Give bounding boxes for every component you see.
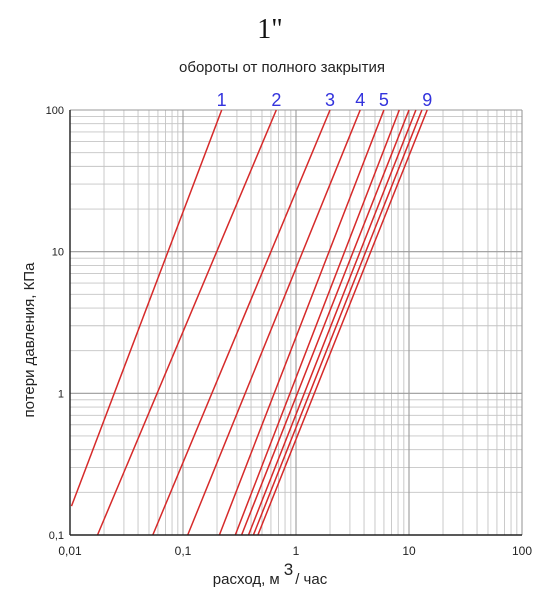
curve-label-1: 1 [217, 90, 227, 110]
x-axis-label-tail: / час [295, 571, 327, 588]
series-line-2 [96, 109, 277, 536]
x-axis-label: расход, м3/ час [213, 560, 328, 588]
x-tick-label: 1 [293, 544, 300, 558]
series-line-6 [234, 109, 400, 536]
series-line-8 [247, 109, 417, 536]
series-line-5 [218, 109, 385, 536]
series-line-1 [70, 109, 223, 507]
series-line-9 [252, 109, 423, 536]
chart-subtitle: обороты от полного закрытия [179, 59, 385, 76]
y-axis-label: потери давления, КПа [21, 262, 38, 418]
curve-label-9: 9 [422, 90, 432, 110]
series-line-3 [152, 109, 331, 536]
x-tick-label: 0,01 [58, 544, 82, 558]
series-line-4 [187, 109, 361, 536]
y-tick-label: 0,1 [49, 530, 64, 542]
series-line-10 [257, 109, 428, 536]
curve-label-4: 4 [355, 90, 365, 110]
curve-label-3: 3 [325, 90, 335, 110]
chart-title: 1" [257, 14, 282, 45]
y-tick-label: 1 [58, 388, 64, 400]
x-tick-label: 10 [402, 544, 416, 558]
x-tick-label: 100 [512, 544, 532, 558]
x-axis-label-main: расход, м [213, 571, 280, 588]
curve-label-2: 2 [271, 90, 281, 110]
curve-lines [70, 109, 428, 536]
series-line-7 [240, 109, 410, 536]
y-tick-label: 10 [52, 247, 64, 259]
x-tick-labels: 0,01 0,1 1 10 100 [58, 544, 532, 558]
y-tick-labels: 0,1 1 10 100 [46, 105, 64, 542]
curve-label-5: 5 [379, 90, 389, 110]
x-axis-label-superscript: 3 [284, 560, 293, 579]
x-tick-label: 0,1 [175, 544, 192, 558]
y-tick-label: 100 [46, 105, 64, 117]
minor-gridlines [70, 110, 522, 535]
